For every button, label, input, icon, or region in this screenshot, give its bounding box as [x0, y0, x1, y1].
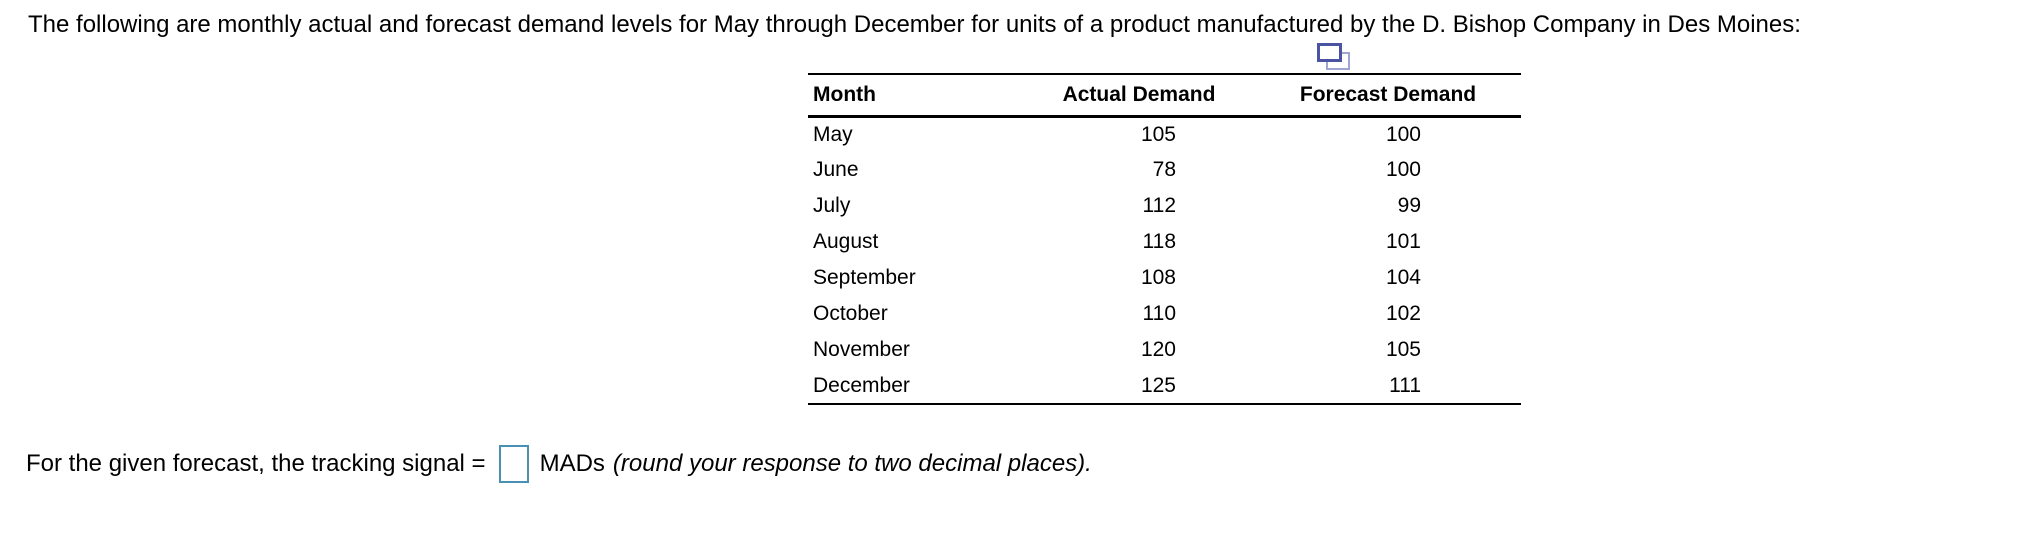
column-header-actual: Actual Demand	[1023, 74, 1255, 118]
actual-cell: 78	[1152, 158, 1176, 181]
actual-cell: 112	[1142, 194, 1176, 217]
forecast-cell: 100	[1385, 122, 1421, 146]
table-row: May 105 100	[808, 116, 1521, 152]
table-row: December 125 111	[808, 368, 1521, 404]
demand-table: Month Actual Demand Forecast Demand May …	[808, 73, 1521, 405]
actual-cell: 120	[1140, 338, 1176, 361]
actual-cell: 125	[1140, 373, 1176, 397]
table-row: November 120 105	[808, 332, 1521, 368]
month-cell: November	[813, 338, 910, 361]
month-cell: October	[813, 302, 888, 325]
month-cell: September	[813, 266, 916, 289]
answer-line-unit: MADs	[539, 450, 605, 477]
month-cell: July	[813, 194, 851, 217]
actual-cell: 118	[1142, 230, 1176, 253]
table-header-row: Month Actual Demand Forecast Demand	[808, 74, 1521, 118]
forecast-cell: 100	[1385, 158, 1421, 181]
forecast-cell: 101	[1385, 230, 1421, 253]
forecast-cell: 104	[1385, 266, 1421, 289]
month-cell: May	[813, 122, 853, 146]
forecast-cell: 99	[1397, 194, 1421, 217]
copy-icon-front-rect	[1317, 43, 1342, 62]
copy-table-icon[interactable]	[1317, 43, 1350, 70]
forecast-cell: 102	[1385, 302, 1421, 325]
month-cell: June	[813, 158, 859, 181]
table-row: June 78 100	[808, 152, 1521, 188]
rounding-instruction: (round your response to two decimal plac…	[612, 450, 1092, 477]
answer-line: For the given forecast, the tracking sig…	[26, 443, 1092, 485]
table-row: August 118 101	[808, 224, 1521, 260]
actual-cell: 105	[1140, 122, 1176, 146]
problem-statement: The following are monthly actual and for…	[28, 11, 1801, 38]
forecast-cell: 105	[1385, 338, 1421, 361]
forecast-cell: 111	[1389, 373, 1421, 397]
actual-cell: 110	[1142, 302, 1176, 325]
actual-cell: 108	[1140, 266, 1176, 289]
month-cell: December	[813, 373, 910, 397]
month-cell: August	[813, 230, 879, 253]
table-row: September 108 104	[808, 260, 1521, 296]
tracking-signal-input[interactable]	[498, 445, 529, 483]
table-row: October 110 102	[808, 296, 1521, 332]
column-header-month: Month	[808, 74, 1023, 118]
table-row: July 112 99	[808, 188, 1521, 224]
answer-line-prefix: For the given forecast, the tracking sig…	[26, 450, 486, 477]
column-header-forecast: Forecast Demand	[1255, 74, 1521, 118]
